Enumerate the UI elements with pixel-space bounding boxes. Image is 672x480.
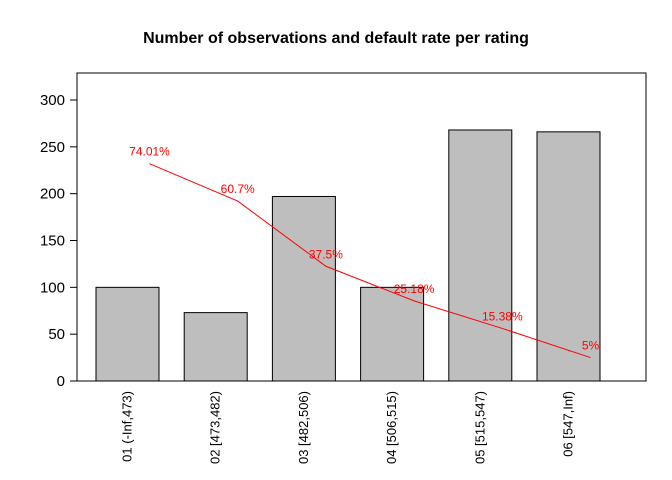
y-axis-tick-label: 100: [40, 279, 65, 296]
default-rate-point-label: 60.7%: [221, 182, 255, 196]
bar: [536, 131, 601, 382]
x-axis-category-label: 01 (-Inf,473): [120, 391, 135, 462]
x-axis-category-label: 06 [547,Inf): [561, 391, 576, 457]
default-rate-point-label: 5%: [582, 339, 600, 353]
default-rate-point-label: 25.18%: [394, 282, 435, 296]
x-axis-category-label: 02 [473,482): [208, 391, 223, 464]
y-axis-tick-label: 200: [40, 186, 65, 203]
default-rate-point-label: 74.01%: [129, 145, 170, 159]
x-axis-category-label: 04 [506,515): [384, 391, 399, 464]
bar: [448, 129, 513, 382]
bar: [271, 195, 336, 382]
bar: [360, 286, 425, 382]
y-axis-tick-label: 50: [48, 326, 65, 343]
y-axis-tick-label: 0: [57, 373, 65, 390]
bar: [183, 312, 248, 382]
chart-title: Number of observations and default rate …: [143, 30, 529, 47]
y-axis-tick-label: 300: [40, 92, 65, 109]
default-rate-point-label: 37.5%: [309, 247, 343, 261]
default-rate-point-label: 15.38%: [482, 309, 523, 323]
x-axis-category-label: 03 [482,506): [296, 391, 311, 464]
x-axis-category-label: 05 [515,547): [472, 391, 487, 464]
default-rate-line: [149, 163, 591, 359]
y-axis-tick-label: 150: [40, 233, 65, 250]
bar: [95, 286, 160, 382]
y-axis-tick-label: 250: [40, 139, 65, 156]
